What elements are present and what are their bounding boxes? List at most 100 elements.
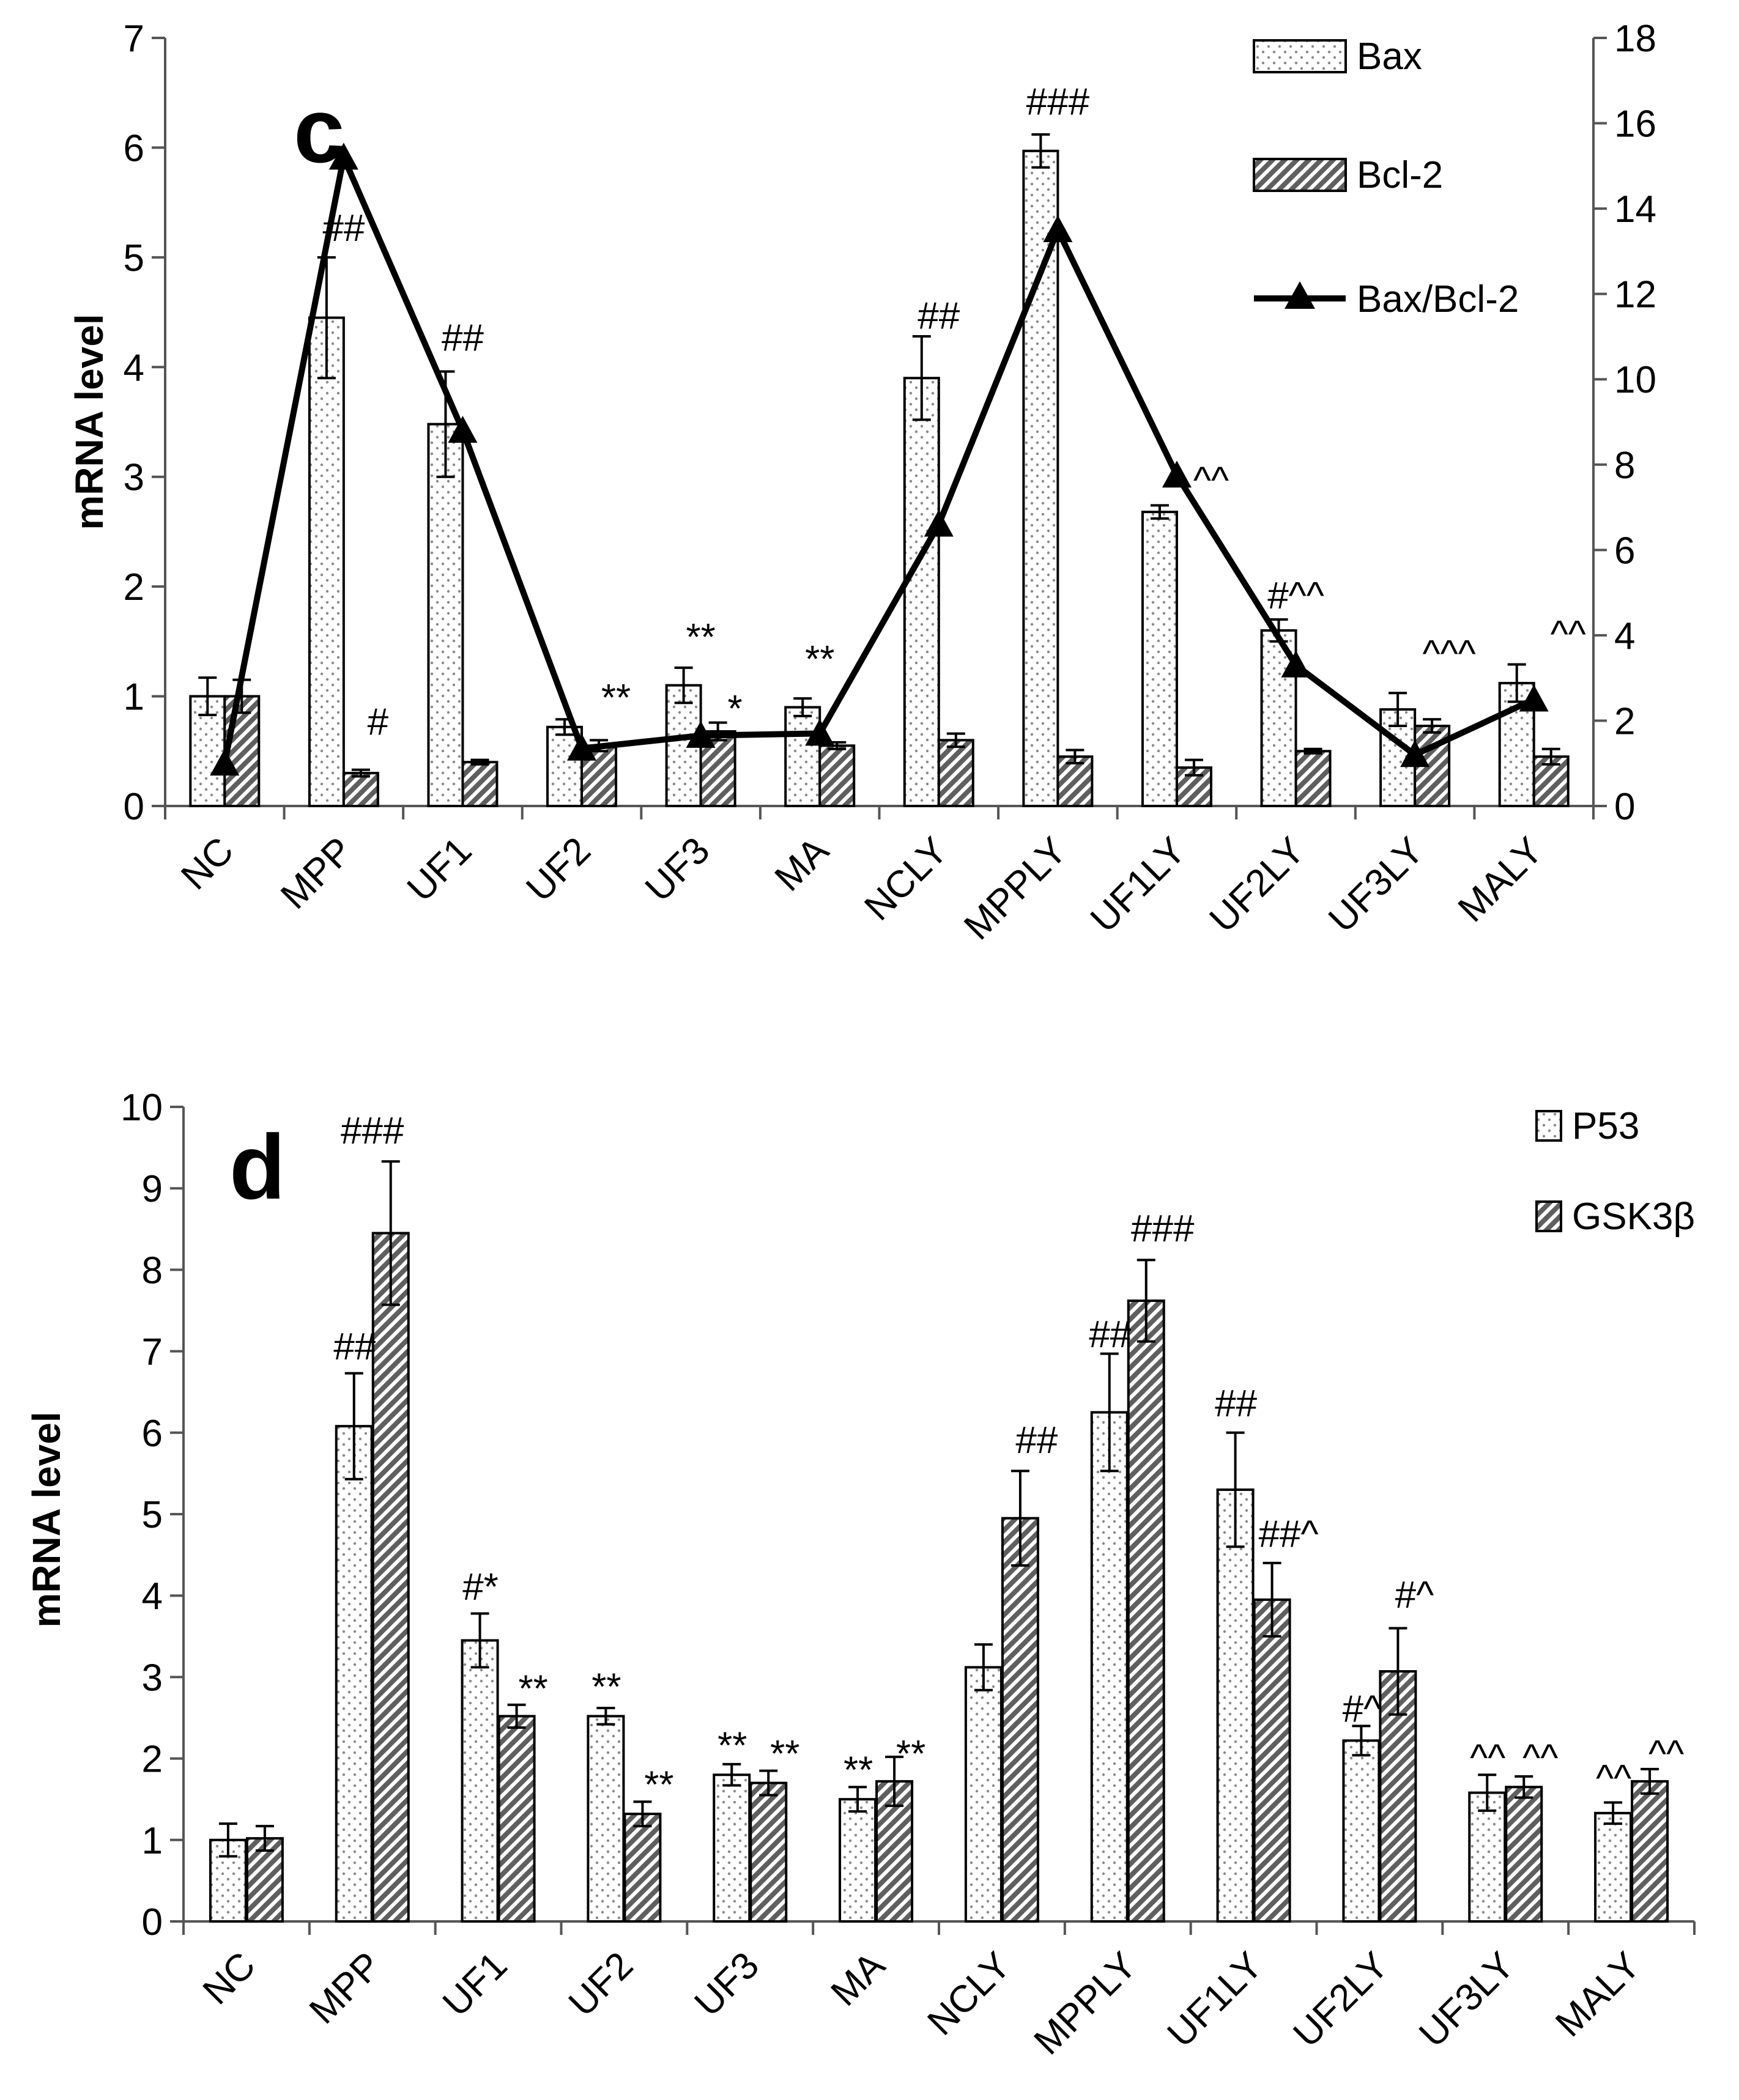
significance-label: ###: [1131, 1208, 1195, 1250]
bar: [427, 423, 464, 807]
panel-c-category-labels: NC MPP UF1 UF2 UF3 MA NCLY MPPLY UF1LY UF2LY UF3LY…: [173, 829, 1551, 948]
panel-c-legend: Bax Bcl-2 Bax/Bcl-2: [1253, 35, 1519, 320]
panel-d-bars: [209, 1160, 1669, 1923]
significance-label: **: [896, 1733, 925, 1775]
bar: [1090, 1411, 1129, 1923]
ratio-marker: [448, 415, 478, 443]
legend-bcl2-label: Bcl-2: [1357, 154, 1443, 196]
legend-bax-label: Bax: [1357, 35, 1422, 78]
panel-c-ratio-line: [210, 142, 1549, 776]
legend-p53-label: P53: [1572, 1105, 1639, 1147]
bar: [903, 377, 940, 807]
legend-bax-swatch: [1253, 39, 1347, 73]
significance-label: **: [644, 1764, 673, 1806]
bar: [1127, 1300, 1165, 1923]
category-label: NC: [195, 1944, 264, 2013]
y-tick-label: 4: [142, 1575, 163, 1618]
significance-label: #^^: [1267, 575, 1324, 617]
category-label: MPPLY: [956, 829, 1075, 948]
significance-label: #*: [462, 1566, 499, 1608]
significance-label: ##: [442, 317, 484, 359]
bar: [1141, 511, 1178, 807]
category-label: NC: [173, 829, 242, 898]
bar: [1342, 1739, 1381, 1923]
significance-label: **: [717, 1725, 747, 1767]
bar: [335, 1425, 373, 1923]
y-tick-label: 1: [124, 676, 144, 719]
bar: [1505, 1786, 1543, 1923]
bar: [371, 1232, 410, 1923]
right-y-tick-label: 10: [1614, 359, 1656, 401]
panel-d-category-labels: NC MPP UF1 UF2 UF3 MA NCLY MPPLY UF1LY UF2LY UF3LY…: [195, 1944, 1648, 2063]
significance-label: **: [844, 1750, 873, 1792]
significance-label: ##: [322, 207, 365, 250]
panel-d-legend: P53 GSK3β: [1535, 1105, 1695, 1238]
significance-label: ^^^: [1422, 633, 1475, 675]
category-label: UF2: [561, 1944, 642, 2025]
panel-d-y-axis-label: mRNA level: [24, 1411, 69, 1627]
y-tick-label: 3: [142, 1657, 163, 1699]
category-label: UF3LY: [1411, 1944, 1522, 2055]
significance-label: **: [601, 677, 631, 719]
category-label: UF1LY: [1159, 1944, 1270, 2055]
legend-p53-swatch: [1535, 1110, 1562, 1142]
significance-label: ^^: [1596, 1758, 1631, 1800]
category-label: NCLY: [856, 829, 955, 928]
y-tick-label: 5: [142, 1494, 163, 1536]
significance-label: ###: [341, 1110, 404, 1152]
bar: [461, 761, 499, 807]
significance-label: ##: [1215, 1383, 1257, 1425]
bar: [1056, 755, 1094, 808]
panel-c-annotations: #####*******#####^^#^^^^^ ^^: [322, 81, 1585, 744]
y-tick-label: 9: [142, 1168, 163, 1210]
significance-label: **: [591, 1666, 621, 1709]
ratio-marker: [328, 142, 358, 170]
bar: [623, 1813, 662, 1923]
y-tick-label: 2: [124, 566, 144, 608]
right-y-tick-label: 6: [1614, 530, 1635, 572]
bar: [1022, 149, 1059, 808]
ratio-marker: [567, 733, 597, 761]
y-tick-label: 6: [124, 127, 144, 169]
category-label: UF2LY: [1201, 829, 1313, 941]
significance-label: **: [805, 638, 834, 681]
significance-label: ##: [1089, 1314, 1131, 1356]
category-label: UF3: [687, 1944, 768, 2025]
panel-c-letter: c: [294, 79, 344, 182]
right-y-tick-label: 14: [1614, 188, 1656, 231]
significance-label: #^: [1395, 1574, 1434, 1616]
category-label: UF1LY: [1083, 829, 1194, 941]
category-label: UF3LY: [1321, 829, 1432, 941]
ratio-marker: [924, 509, 954, 537]
y-tick-label: 10: [121, 1087, 163, 1129]
right-y-tick-label: 16: [1614, 103, 1656, 146]
significance-label: *: [728, 688, 743, 730]
category-label: UF3: [637, 829, 718, 910]
panel-c-bars: [189, 133, 1570, 808]
legend-gsk3b-label: GSK3β: [1572, 1196, 1695, 1238]
significance-label: ^^: [1470, 1737, 1505, 1780]
bar: [308, 316, 345, 807]
significance-label: ^^: [1648, 1733, 1684, 1775]
category-label: MA: [823, 1944, 893, 2014]
bar: [1001, 1517, 1039, 1923]
bar: [342, 772, 379, 807]
bar: [497, 1715, 536, 1923]
significance-label: ###: [1026, 81, 1090, 124]
panel-d-tick-labels: 0 1 2 3 4 5 6 7 8 9 10: [121, 1087, 163, 1943]
significance-label: ^^: [1551, 613, 1586, 656]
panel-c-y-axis-label: mRNA level: [67, 314, 111, 530]
bar: [784, 706, 821, 807]
right-y-tick-label: 18: [1614, 18, 1656, 60]
bar: [1468, 1791, 1507, 1923]
legend-bcl2-swatch: [1253, 158, 1347, 192]
bar: [1294, 750, 1332, 808]
y-tick-label: 3: [124, 457, 144, 499]
bar: [1594, 1811, 1633, 1923]
right-y-tick-label: 12: [1614, 274, 1656, 316]
ratio-line: [221, 154, 1535, 764]
panel-d-letter: d: [229, 1115, 286, 1218]
category-label: MPP: [273, 829, 361, 917]
ratio-marker: [210, 749, 240, 776]
